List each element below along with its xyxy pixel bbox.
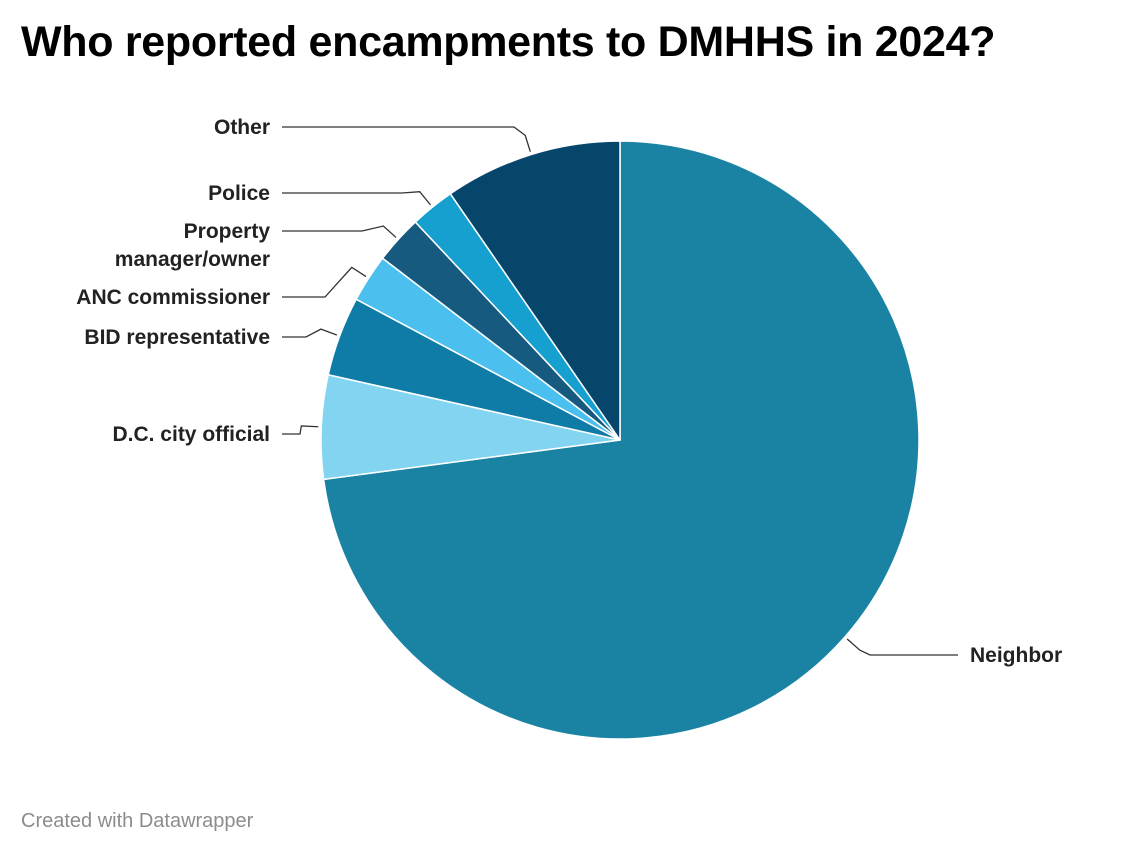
- leader-line-police: [282, 190, 431, 206]
- pie-slice-neighbor: [322, 140, 920, 740]
- chart-title: Who reported encampments to DMHHS in 202…: [21, 18, 996, 66]
- pie-slices: [320, 140, 920, 740]
- leader-line-other: [282, 126, 531, 152]
- slice-label-anc-commissioner: ANC commissioner: [76, 286, 270, 309]
- slice-label-bid-representative: BID representative: [84, 326, 270, 349]
- leader-line-anc-commissioner: [282, 266, 367, 298]
- slice-label-d-c-city-official: D.C. city official: [112, 423, 270, 446]
- footer-credit: Created with Datawrapper: [21, 810, 254, 832]
- slice-labels: Neighbor D.C. city official BID representa…: [76, 116, 1062, 667]
- leader-line-d-c-city-official: [282, 425, 319, 435]
- slice-label-neighbor: Neighbor: [970, 644, 1062, 667]
- leader-line-property-manager-owner: [282, 225, 397, 238]
- slice-label-other: Other: [214, 116, 270, 139]
- leader-lines: [282, 126, 958, 656]
- pie-slice-other: [449, 140, 621, 441]
- leader-line-neighbor: [846, 638, 958, 656]
- leader-line-bid-representative: [282, 328, 338, 338]
- slice-label-police: Police: [208, 182, 270, 205]
- slice-label-property-manager-owner: Property manager/owner: [115, 220, 271, 271]
